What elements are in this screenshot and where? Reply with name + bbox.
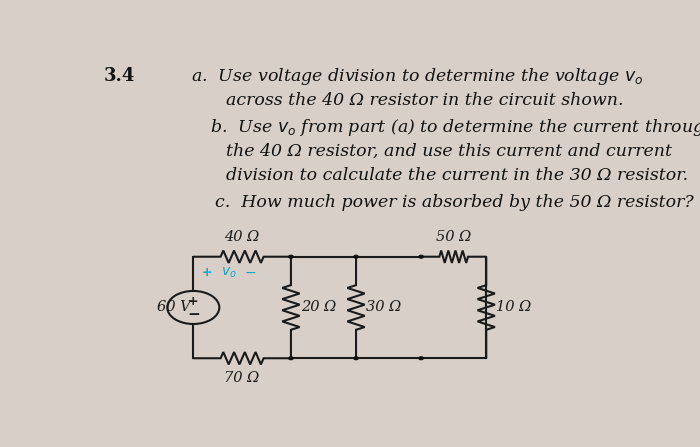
Text: a.  Use voltage division to determine the voltage $v_o$: a. Use voltage division to determine the… xyxy=(190,66,643,87)
Text: 3.4: 3.4 xyxy=(104,67,135,85)
Text: −: − xyxy=(187,307,199,322)
Text: 30 Ω: 30 Ω xyxy=(366,300,401,315)
Circle shape xyxy=(419,255,424,258)
Text: 50 Ω: 50 Ω xyxy=(436,230,471,244)
Circle shape xyxy=(289,357,293,360)
Circle shape xyxy=(289,255,293,258)
Text: 10 Ω: 10 Ω xyxy=(496,300,531,315)
Text: $v_o$: $v_o$ xyxy=(220,266,237,280)
Text: +: + xyxy=(188,295,199,308)
Circle shape xyxy=(419,357,424,360)
Text: b.  Use $v_o$ from part (a) to determine the current through: b. Use $v_o$ from part (a) to determine … xyxy=(209,117,700,138)
Text: division to calculate the current in the 30 Ω resistor.: division to calculate the current in the… xyxy=(226,167,688,184)
Circle shape xyxy=(354,357,358,360)
Text: 70 Ω: 70 Ω xyxy=(225,371,260,385)
Text: +: + xyxy=(202,266,212,279)
Text: the 40 Ω resistor, and use this current and current: the 40 Ω resistor, and use this current … xyxy=(226,143,672,160)
Text: 20 Ω: 20 Ω xyxy=(301,300,336,315)
Text: −: − xyxy=(244,266,256,280)
Text: 60 V: 60 V xyxy=(157,300,190,315)
Text: 40 Ω: 40 Ω xyxy=(225,230,260,244)
Text: c.  How much power is absorbed by the 50 Ω resistor?: c. How much power is absorbed by the 50 … xyxy=(215,194,694,211)
Text: across the 40 Ω resistor in the circuit shown.: across the 40 Ω resistor in the circuit … xyxy=(226,92,623,109)
Circle shape xyxy=(354,255,358,258)
